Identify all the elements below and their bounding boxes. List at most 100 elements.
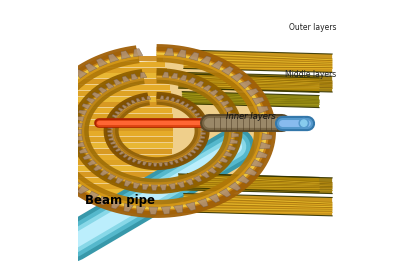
Polygon shape <box>107 126 112 129</box>
Polygon shape <box>214 162 223 168</box>
Polygon shape <box>229 182 241 191</box>
Polygon shape <box>96 58 107 67</box>
Polygon shape <box>119 151 125 155</box>
Polygon shape <box>252 97 264 105</box>
Polygon shape <box>126 102 132 106</box>
Polygon shape <box>191 150 196 153</box>
Polygon shape <box>188 173 319 192</box>
Polygon shape <box>158 163 163 166</box>
Polygon shape <box>41 120 52 126</box>
Polygon shape <box>60 171 72 179</box>
Polygon shape <box>164 48 173 56</box>
Text: Beam pipe: Beam pipe <box>84 194 155 207</box>
Polygon shape <box>109 138 114 140</box>
Polygon shape <box>219 157 228 163</box>
Polygon shape <box>47 102 59 109</box>
Polygon shape <box>262 133 272 140</box>
Polygon shape <box>68 179 80 187</box>
Polygon shape <box>108 54 119 63</box>
Text: Middle layers: Middle layers <box>285 70 336 79</box>
Polygon shape <box>175 99 180 103</box>
Polygon shape <box>219 188 231 197</box>
Polygon shape <box>131 100 136 104</box>
Polygon shape <box>184 103 189 108</box>
Polygon shape <box>110 118 115 122</box>
Polygon shape <box>83 154 92 160</box>
Polygon shape <box>43 111 55 118</box>
Polygon shape <box>74 129 82 134</box>
Polygon shape <box>41 129 51 135</box>
Polygon shape <box>58 84 70 92</box>
Polygon shape <box>222 66 234 75</box>
Polygon shape <box>237 175 250 184</box>
Polygon shape <box>208 167 217 174</box>
Polygon shape <box>137 160 142 164</box>
Polygon shape <box>53 163 65 171</box>
Polygon shape <box>162 72 168 78</box>
Polygon shape <box>215 95 224 101</box>
Polygon shape <box>184 194 332 216</box>
Polygon shape <box>160 185 166 190</box>
Polygon shape <box>77 185 89 194</box>
Polygon shape <box>245 167 257 176</box>
Polygon shape <box>115 177 123 184</box>
Polygon shape <box>52 93 64 100</box>
Polygon shape <box>79 148 88 154</box>
Polygon shape <box>197 198 208 207</box>
Polygon shape <box>75 136 83 140</box>
Polygon shape <box>98 87 107 94</box>
Polygon shape <box>201 132 206 135</box>
Polygon shape <box>149 207 158 214</box>
Polygon shape <box>227 145 236 150</box>
Polygon shape <box>112 145 118 148</box>
Polygon shape <box>82 104 91 109</box>
Polygon shape <box>165 96 169 100</box>
Polygon shape <box>203 85 212 91</box>
Polygon shape <box>134 49 143 57</box>
Polygon shape <box>230 120 238 125</box>
Polygon shape <box>140 72 147 78</box>
Polygon shape <box>136 98 141 102</box>
Polygon shape <box>132 159 137 162</box>
Polygon shape <box>183 155 188 159</box>
Polygon shape <box>143 161 147 165</box>
Polygon shape <box>78 110 87 115</box>
Circle shape <box>301 120 307 126</box>
Polygon shape <box>199 121 204 124</box>
Text: Inner layers: Inner layers <box>226 112 276 121</box>
Polygon shape <box>228 113 236 118</box>
Polygon shape <box>239 80 252 89</box>
Polygon shape <box>131 74 138 80</box>
Polygon shape <box>177 50 186 58</box>
Polygon shape <box>224 107 233 112</box>
Polygon shape <box>107 130 112 133</box>
Polygon shape <box>186 179 193 185</box>
Polygon shape <box>251 159 263 167</box>
Polygon shape <box>87 98 95 104</box>
Polygon shape <box>224 151 232 157</box>
Polygon shape <box>186 202 196 211</box>
Polygon shape <box>85 63 97 72</box>
Polygon shape <box>160 96 164 99</box>
Polygon shape <box>76 142 85 147</box>
Polygon shape <box>142 184 149 190</box>
Polygon shape <box>201 172 209 178</box>
Polygon shape <box>256 151 268 158</box>
Polygon shape <box>197 117 202 120</box>
Polygon shape <box>164 162 168 166</box>
Polygon shape <box>246 89 259 96</box>
Polygon shape <box>108 134 113 137</box>
Polygon shape <box>141 97 146 101</box>
Polygon shape <box>48 155 60 162</box>
Polygon shape <box>115 148 121 152</box>
Polygon shape <box>118 108 124 112</box>
Polygon shape <box>178 174 332 194</box>
Polygon shape <box>187 152 192 156</box>
Polygon shape <box>133 183 140 189</box>
Polygon shape <box>174 159 178 163</box>
Polygon shape <box>178 157 184 161</box>
Polygon shape <box>196 81 204 87</box>
Polygon shape <box>92 92 101 98</box>
Polygon shape <box>212 61 223 69</box>
Polygon shape <box>122 105 127 109</box>
